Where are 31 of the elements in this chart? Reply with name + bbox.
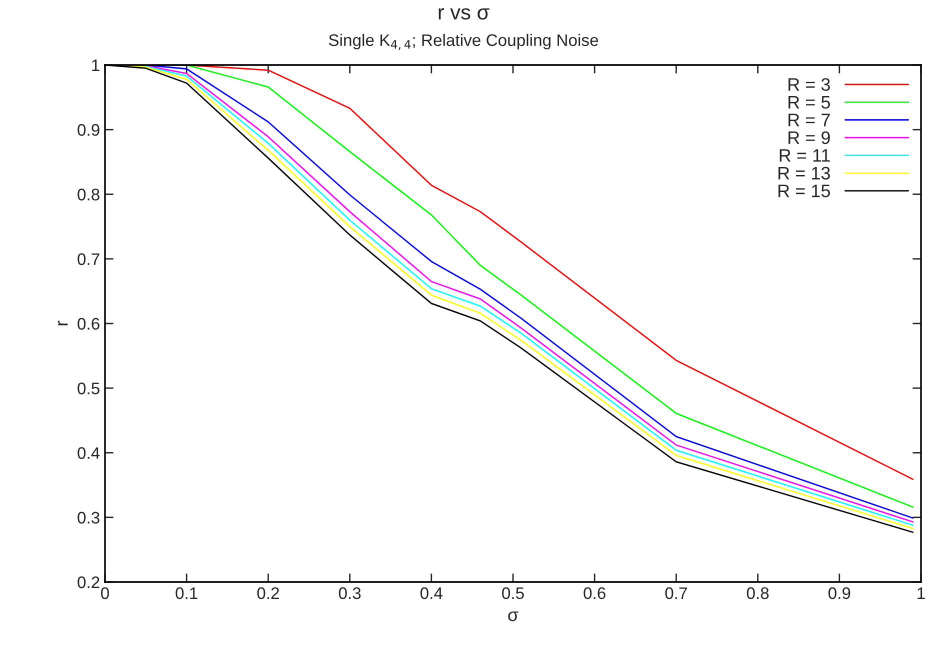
x-tick-label: 0.2	[257, 587, 279, 600]
chart-subtitle: Single K$_{4,4}$; Relative Coupling Noise	[328, 34, 598, 50]
y-tick-label: 0.2	[78, 576, 100, 588]
x-tick-label: 0.6	[584, 587, 606, 600]
y-tick-label: 0.3	[78, 512, 100, 524]
x-tick-label: 0.4	[420, 587, 442, 600]
y-axis-title: r	[58, 320, 68, 326]
legend-label: R = 3	[788, 78, 830, 91]
x-axis-title: σ	[508, 612, 518, 622]
legend-label: R = 13	[778, 166, 830, 180]
y-tick-label: 0.7	[78, 253, 100, 266]
legend-label: R = 7	[788, 114, 830, 126]
x-tick-label: 0.9	[828, 587, 850, 600]
legend-label: R = 11	[780, 149, 830, 162]
x-tick-label: 0.5	[502, 587, 524, 600]
y-tick-label: 0.6	[78, 318, 100, 330]
y-tick-label: 1	[92, 60, 100, 72]
x-tick-label: 0.8	[746, 587, 769, 600]
legend-label: R = 5	[788, 96, 830, 109]
y-tick-label: 0.8	[78, 188, 100, 200]
y-tick-label: 0.5	[78, 382, 100, 394]
x-tick-label: 0	[101, 587, 109, 600]
legend-label: R = 9	[788, 131, 830, 144]
y-tick-label: 0.9	[78, 124, 100, 136]
x-tick-label: 0.3	[338, 587, 361, 600]
x-tick-label: 1	[918, 587, 925, 599]
y-tick-label: 0.4	[78, 447, 100, 459]
x-tick-label: 0.1	[176, 587, 198, 600]
chart-title: r vs σ	[438, 8, 490, 20]
legend-label: R = 15	[778, 184, 830, 198]
x-tick-label: 0.7	[665, 587, 687, 600]
